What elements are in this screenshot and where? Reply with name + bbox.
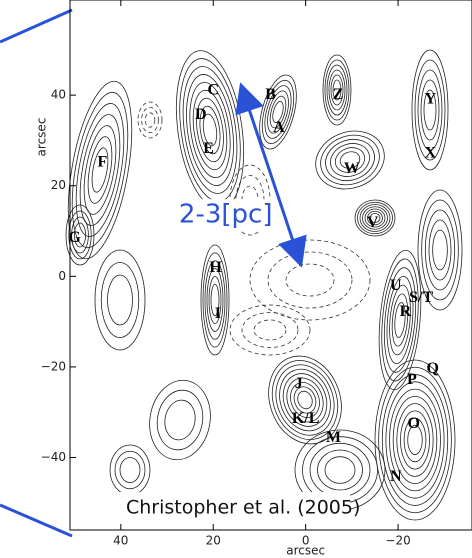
credit: Christopher et al. (2005) (126, 497, 360, 519)
contour (382, 375, 447, 506)
source-label: Y (425, 90, 437, 107)
contour (171, 55, 248, 206)
annotation: 2-3[pc] (179, 200, 273, 230)
negative-contour (254, 320, 286, 340)
source-label: A (273, 119, 285, 136)
contour (110, 445, 150, 495)
negative-contour (286, 264, 334, 296)
y-tick-label: −20 (41, 359, 66, 373)
contour (425, 210, 454, 290)
x-tick-label: 20 (206, 534, 221, 548)
source-label: F (97, 154, 107, 171)
x-tick-label: 40 (113, 534, 128, 548)
source-label: Q (426, 360, 438, 377)
contour (108, 275, 133, 325)
x-tick-label: −20 (385, 534, 410, 548)
contour (295, 389, 314, 411)
contour (189, 88, 232, 172)
negative-contour (242, 313, 298, 348)
source-label: B (265, 86, 276, 103)
contour (153, 387, 208, 454)
contour (162, 398, 198, 443)
source-label: C (207, 81, 219, 98)
y-axis-label: arcsec (35, 118, 49, 157)
source-label: K/L (292, 410, 320, 427)
y-tick-label: 20 (51, 178, 66, 192)
zoom-line (0, 10, 72, 42)
source-label: S/T (409, 289, 433, 306)
source-label: D (195, 106, 207, 123)
source-label: U (390, 277, 402, 294)
source-label: V (367, 214, 379, 231)
source-label: P (407, 371, 417, 388)
contour (418, 70, 442, 150)
contour (144, 375, 217, 464)
source-label: J (295, 375, 303, 392)
contour (325, 457, 355, 484)
y-tick-label: 40 (51, 88, 66, 102)
contour (101, 263, 139, 338)
contour (422, 200, 459, 300)
source-label: I (215, 305, 221, 322)
source-label: N (390, 468, 402, 485)
source-label: M (326, 429, 341, 446)
contour (310, 443, 370, 496)
source-label: W (344, 160, 360, 177)
contour (256, 77, 299, 147)
source-label: H (209, 259, 222, 276)
contour (115, 451, 145, 489)
negative-contour (142, 107, 159, 132)
source-label: E (203, 140, 214, 157)
contour (120, 458, 140, 483)
chart: Christopher et al. (2005) arcsec 40 20 0 −2… (0, 0, 472, 558)
y-tick-label: −40 (41, 450, 66, 464)
x-axis-label: arcsec (286, 544, 325, 558)
source-label: O (408, 415, 420, 432)
source-label: X (425, 145, 437, 162)
y-tick-label: 0 (58, 269, 66, 283)
contour (433, 230, 448, 270)
contour (95, 250, 145, 350)
zoom-line (0, 505, 72, 536)
source-label: R (400, 303, 412, 320)
contour (167, 46, 253, 213)
contour (318, 450, 363, 490)
negative-contour (268, 252, 352, 308)
source-label: Z (333, 86, 344, 103)
plot-frame (70, 0, 472, 530)
negative-contour (145, 113, 155, 127)
source-label: G (68, 229, 81, 246)
